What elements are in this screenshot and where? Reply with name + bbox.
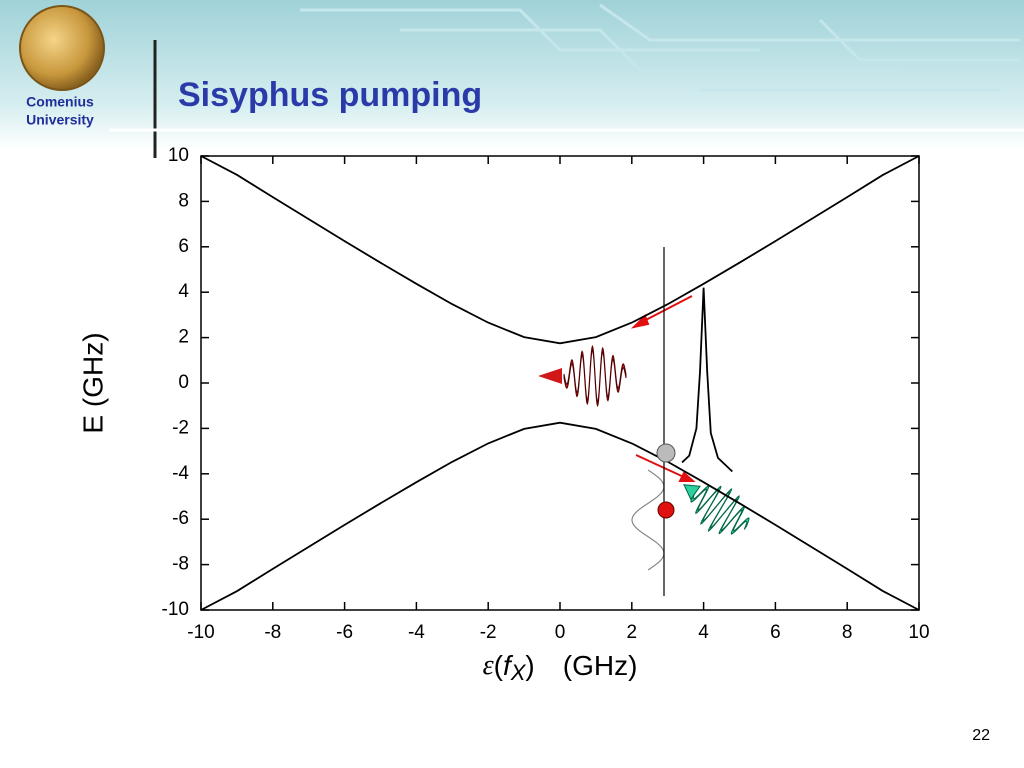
x-tick-label: 6 — [770, 622, 781, 643]
x-tick-label: -10 — [187, 622, 214, 643]
packet-arrow — [683, 484, 701, 501]
x-tick-label: -2 — [480, 622, 497, 643]
wave-packet — [690, 485, 750, 535]
x-label-part: ε — [483, 650, 494, 681]
y-tick-label: 8 — [178, 190, 189, 211]
circuit-pattern — [300, 3, 1020, 92]
slide-title: Sisyphus pumping — [178, 76, 482, 114]
y-tick-label: -8 — [172, 554, 189, 575]
wave-packet-group — [683, 484, 750, 535]
x-tick-label: 4 — [698, 622, 709, 643]
y-tick-label: -2 — [172, 417, 189, 438]
y-tick-label: -6 — [172, 508, 189, 529]
x-tick-label: 2 — [627, 622, 638, 643]
page-number: 22 — [972, 727, 990, 744]
line-series — [681, 287, 733, 473]
y-tick-label: 0 — [178, 372, 189, 393]
state-dot — [656, 443, 676, 463]
y-axis-label: E (GHz) — [77, 332, 108, 433]
x-axis-label: ε(fX) (GHz) — [483, 650, 638, 684]
logo-text: University — [26, 112, 94, 128]
x-tick-label: 8 — [842, 622, 853, 643]
arrow — [630, 295, 696, 482]
x-tick-label: -6 — [336, 622, 353, 643]
x-tick-label: -4 — [408, 622, 425, 643]
packet-arrow — [538, 368, 562, 384]
x-tick-label: 10 — [908, 622, 929, 643]
x-tick-label: -8 — [264, 622, 281, 643]
x-label-part: f — [503, 650, 514, 681]
x-tick-label: 0 — [555, 622, 566, 643]
state-dot — [657, 501, 675, 519]
wave-packet — [563, 344, 627, 408]
banner — [0, 0, 1024, 150]
y-tick-label: 6 — [178, 236, 189, 257]
x-label-part: ) — [525, 650, 534, 681]
y-tick-label: 10 — [168, 145, 189, 166]
y-tick-label: 4 — [178, 281, 189, 302]
x-label-part: ( — [494, 650, 504, 681]
x-label-part: X — [510, 660, 527, 685]
x-label-part: (GHz) — [563, 650, 638, 681]
line-series — [200, 421, 920, 611]
logo-coin — [19, 5, 105, 91]
y-tick-label: -4 — [172, 463, 189, 484]
line-series — [200, 155, 920, 345]
y-tick-label: -10 — [162, 599, 189, 620]
y-tick-label: 2 — [178, 327, 189, 348]
logo-text: Comenius — [26, 94, 94, 110]
chart: E (GHz) ε(fX) (GHz) -10 -8 -6 -4 -2 0 2 4 6 8 10 -10… — [77, 145, 929, 685]
